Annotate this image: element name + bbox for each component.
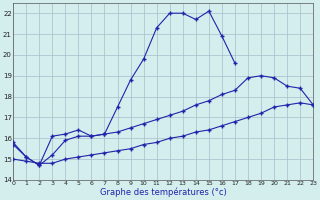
X-axis label: Graphe des températures (°c): Graphe des températures (°c) [100,188,227,197]
